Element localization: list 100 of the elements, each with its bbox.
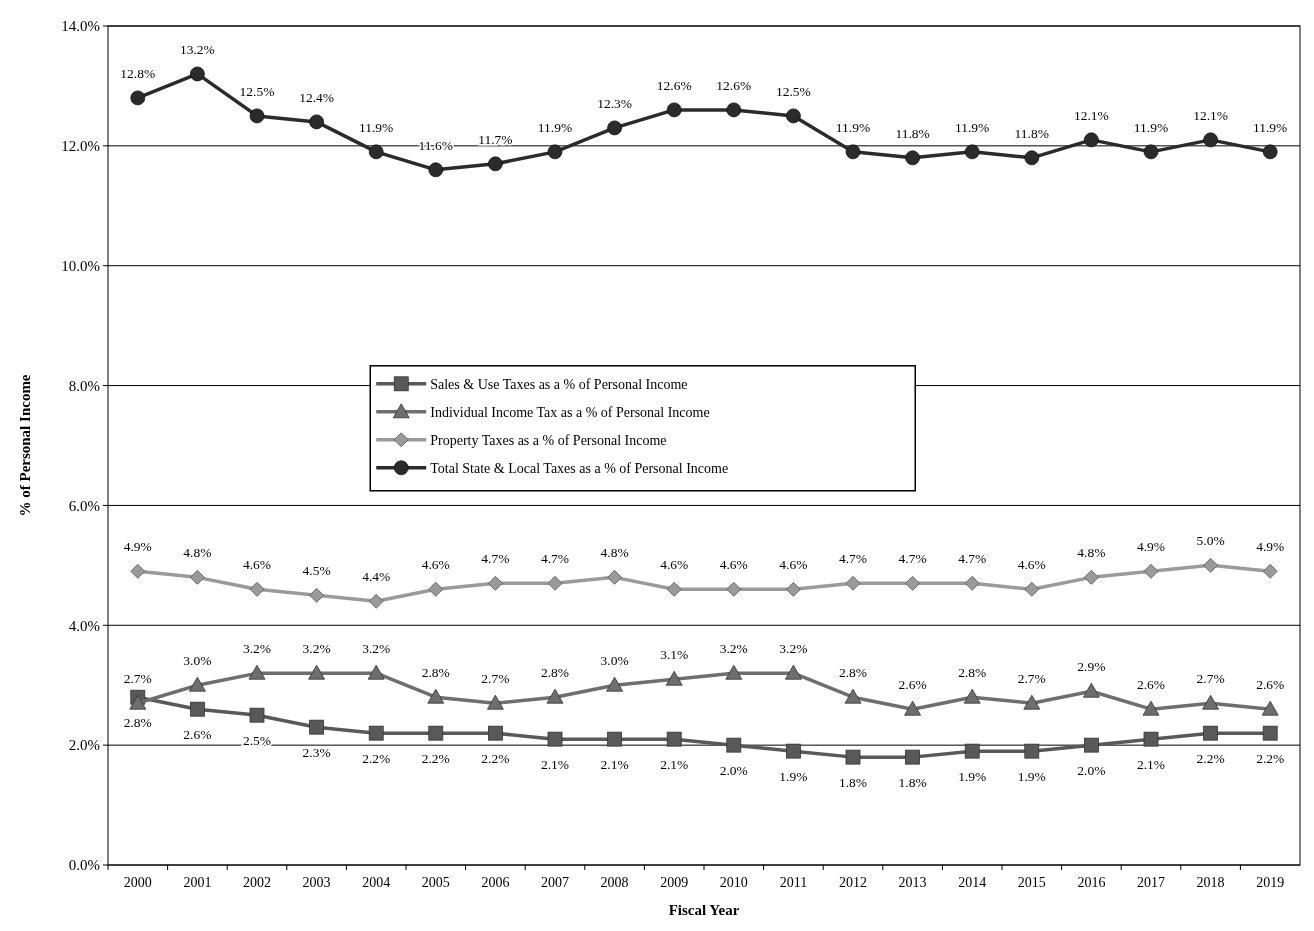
y-tick-label: 2.0% <box>68 737 100 754</box>
point <box>130 90 146 106</box>
point <box>308 664 325 680</box>
data-label: 12.5% <box>239 83 275 99</box>
x-tick-label: 2009 <box>660 875 689 890</box>
point <box>1203 557 1218 573</box>
x-tick-label: 2008 <box>600 875 629 890</box>
point <box>905 575 920 591</box>
data-label: 1.8% <box>898 775 927 791</box>
data-label: 3.0% <box>183 653 212 669</box>
x-tick-label: 2000 <box>123 875 152 890</box>
point <box>1142 700 1160 716</box>
point <box>190 66 205 82</box>
point <box>964 144 980 160</box>
y-tick-label: 6.0% <box>68 497 100 514</box>
data-label: 4.9% <box>1136 539 1166 555</box>
x-tick-label: 2018 <box>1196 875 1225 890</box>
data-label: 4.5% <box>302 563 331 579</box>
point <box>726 581 742 597</box>
point <box>547 144 563 160</box>
y-tick-label: 12.0% <box>61 138 100 155</box>
point <box>488 725 503 741</box>
point <box>606 676 623 692</box>
data-label: 12.1% <box>1073 107 1109 123</box>
point <box>487 694 504 710</box>
y-axis-title: % of Personal Income <box>17 374 33 517</box>
data-label: 12.6% <box>716 77 752 93</box>
point <box>845 144 861 160</box>
x-tick-label: 2012 <box>839 875 867 890</box>
data-label: 2.7% <box>481 671 510 687</box>
data-label: 2.7% <box>1196 671 1225 687</box>
data-label: 11.7% <box>478 131 513 147</box>
point <box>1202 694 1219 710</box>
data-label: 4.7% <box>481 551 510 567</box>
x-tick-label: 2005 <box>421 875 450 890</box>
point <box>309 114 324 130</box>
data-label: 1.8% <box>838 775 868 791</box>
y-tick-label: 10.0% <box>61 257 100 274</box>
data-label: 4.6% <box>1017 557 1046 573</box>
point <box>726 102 742 118</box>
point <box>726 737 742 753</box>
point <box>488 156 503 172</box>
data-label: 2.8% <box>540 665 570 681</box>
data-label: 5.0% <box>1196 533 1225 549</box>
data-label: 4.9% <box>123 539 152 555</box>
point <box>607 731 622 747</box>
data-label: 11.8% <box>1014 125 1049 141</box>
data-label: 3.0% <box>600 653 629 669</box>
point <box>547 575 563 591</box>
data-label: 1.9% <box>1017 769 1046 785</box>
point <box>905 150 920 166</box>
point <box>367 664 385 680</box>
x-tick-label: 2003 <box>302 875 331 890</box>
data-label: 2.8% <box>421 665 450 681</box>
x-axis-title: Fiscal Year <box>668 902 740 918</box>
point <box>130 563 146 579</box>
point <box>1203 132 1218 148</box>
x-tick-label: 2010 <box>719 875 748 890</box>
x-tick-label: 2001 <box>183 875 212 890</box>
x-tick-label: 2013 <box>898 875 927 890</box>
data-label: 4.7% <box>898 551 927 567</box>
data-label: 2.6% <box>1136 677 1166 693</box>
data-label: 2.3% <box>302 745 331 761</box>
data-label: 4.9% <box>1256 539 1285 555</box>
point <box>368 593 384 609</box>
data-label: 2.1% <box>660 757 689 773</box>
data-label: 2.5% <box>242 733 272 749</box>
data-label: 11.9% <box>1133 119 1169 135</box>
data-label: 12.4% <box>299 89 335 105</box>
point <box>249 707 265 723</box>
point <box>546 688 564 704</box>
data-label: 12.1% <box>1193 107 1229 123</box>
data-label: 11.8% <box>895 125 930 141</box>
data-label: 11.9% <box>955 119 990 135</box>
point <box>666 581 682 597</box>
point <box>1084 132 1099 148</box>
point <box>309 719 324 735</box>
data-label: 4.8% <box>600 545 629 561</box>
point <box>1203 725 1218 741</box>
x-tick-label: 2007 <box>541 875 569 890</box>
point <box>129 694 147 710</box>
data-label: 2.6% <box>898 677 927 693</box>
data-label: 3.1% <box>660 647 689 663</box>
data-label: 2.2% <box>421 751 450 767</box>
x-tick-label: 2011 <box>779 875 808 890</box>
point <box>845 749 861 765</box>
data-label: 2.6% <box>183 727 212 743</box>
point <box>1083 682 1100 698</box>
point <box>786 108 801 124</box>
point <box>1084 569 1099 585</box>
data-label: 12.8% <box>120 65 156 81</box>
data-label: 2.8% <box>958 665 987 681</box>
point <box>428 581 444 597</box>
y-tick-label: 0.0% <box>68 857 100 874</box>
data-label: 2.2% <box>481 751 510 767</box>
data-label: 2.1% <box>1136 757 1166 773</box>
point <box>1143 731 1159 747</box>
data-label: 4.7% <box>838 551 868 567</box>
data-label: 4.6% <box>421 557 450 573</box>
data-label: 11.9% <box>1253 119 1288 135</box>
